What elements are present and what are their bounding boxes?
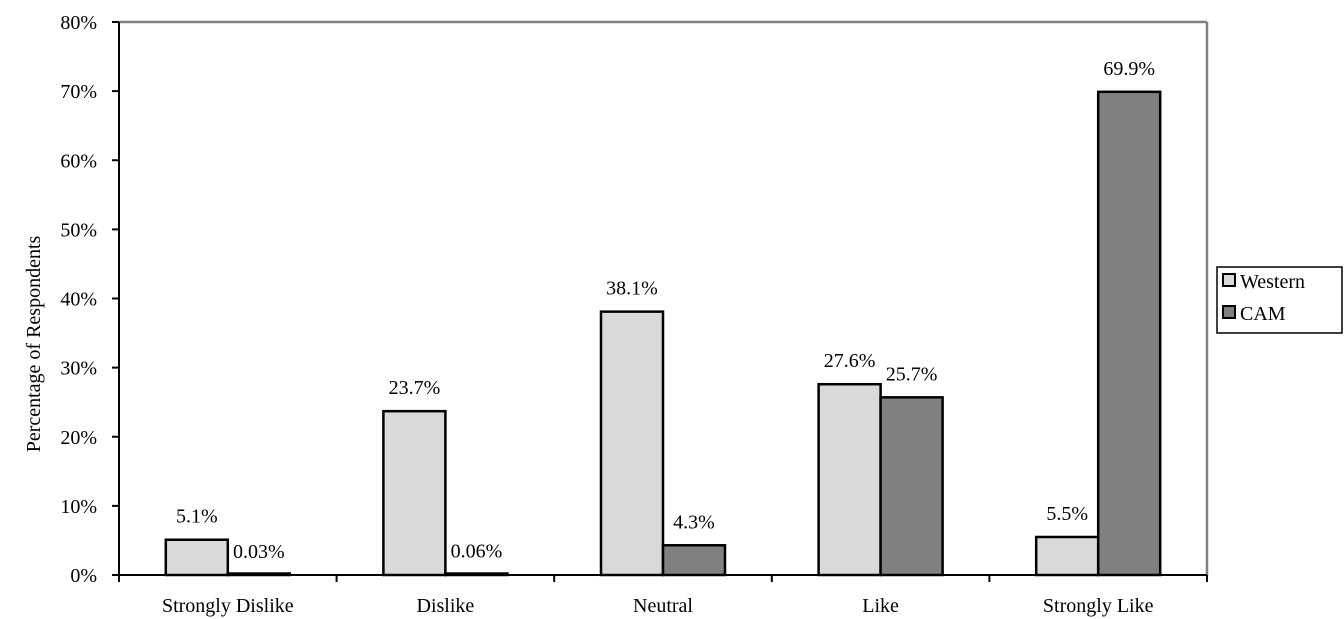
bar-cam-1 [226,572,292,577]
data-label-western-3: 38.1% [606,278,658,300]
data-label-cam-3: 4.3% [673,511,715,533]
x-tick-label: Strongly Dislike [162,595,294,617]
y-tick-label: 20% [60,427,97,449]
x-tick-label: Neutral [633,595,693,617]
y-tick-label: 30% [60,358,97,380]
bar-western-4 [817,382,882,577]
y-tick-label: 50% [60,219,97,241]
data-label-cam-1: 0.03% [233,541,285,563]
data-label-western-5: 5.5% [1046,503,1088,525]
y-tick-label: 60% [60,150,97,172]
legend-box [1216,266,1343,334]
legend-label-cam: CAM [1240,303,1286,325]
bar-cam-5 [1096,90,1162,577]
bar-cam-4 [879,396,944,577]
data-label-cam-5: 69.9% [1103,58,1155,80]
bar-cam-2 [444,572,509,577]
y-axis-title: Percentage of Respondents [23,235,45,452]
legend: Western CAM [1216,266,1343,334]
data-labels-group: 5.1% 23.7% 38.1% 27.6% 5.5% 0.03% 0.06% 4.3% 25.… [176,58,1155,563]
x-tick-label: Like [862,595,899,617]
y-tick-label: 40% [60,289,97,311]
legend-swatch-cam [1222,305,1236,319]
x-axis: Strongly Dislike Dislike Neutral Like Strong… [118,575,1208,617]
bars-group [164,90,1162,577]
legend-label-western: Western [1240,271,1305,293]
x-tick-label: Dislike [417,595,475,617]
y-tick-label: 80% [60,12,97,34]
y-axis: 0% 10% 20% 30% 40% 50% 60% 70% 80% [60,12,119,587]
bar-western-2 [382,409,447,577]
bar-western-3 [599,310,665,577]
y-tick-label: 0% [70,565,97,587]
data-label-western-4: 27.6% [824,350,876,372]
data-label-cam-4: 25.7% [886,363,938,385]
legend-swatch-western [1222,273,1236,287]
y-tick-label: 10% [60,496,97,518]
bar-cam-3 [661,544,727,577]
data-label-cam-2: 0.06% [451,541,503,563]
bar-western-5 [1034,535,1100,577]
x-tick-label: Strongly Like [1043,595,1154,617]
data-label-western-1: 5.1% [176,506,218,528]
data-label-western-2: 23.7% [389,377,441,399]
y-tick-label: 70% [60,81,97,103]
bar-western-1 [164,538,230,577]
